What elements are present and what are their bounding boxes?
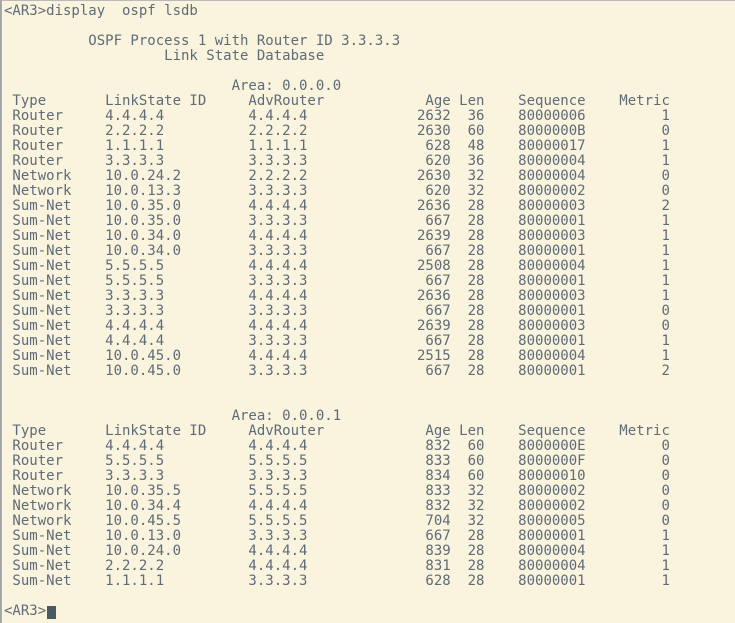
column-header: Type LinkState ID AdvRouter Age Len Sequ…: [4, 423, 670, 439]
lsdb-row: Sum-Net 10.0.34.0 3.3.3.3 667 28 8000000…: [4, 243, 670, 259]
lsdb-row: Sum-Net 5.5.5.5 3.3.3.3 667 28 80000001 …: [4, 273, 670, 289]
area-heading: Area: 0.0.0.1: [4, 408, 342, 424]
lsdb-row: Sum-Net 2.2.2.2 4.4.4.4 831 28 80000004 …: [4, 558, 670, 574]
lsdb-row: Sum-Net 10.0.13.0 3.3.3.3 667 28 8000000…: [4, 528, 670, 544]
lsdb-row: Router 5.5.5.5 5.5.5.5 833 60 8000000F 0: [4, 453, 670, 469]
ospf-process-title: OSPF Process 1 with Router ID 3.3.3.3: [4, 33, 401, 49]
lsdb-row: Network 10.0.45.5 5.5.5.5 704 32 8000000…: [4, 513, 670, 529]
lsdb-row: Router 3.3.3.3 3.3.3.3 620 36 80000004 1: [4, 153, 670, 169]
lsdb-row: Router 4.4.4.4 4.4.4.4 2632 36 80000006 …: [4, 108, 670, 124]
blank-line: [4, 19, 735, 34]
lsdb-row: Router 4.4.4.4 4.4.4.4 832 60 8000000E 0: [4, 438, 670, 454]
lsdb-row: Network 10.0.13.3 3.3.3.3 620 32 8000000…: [4, 183, 670, 199]
prompt-line: <AR3>: [4, 604, 735, 619]
prompt-label: <AR3>: [4, 603, 47, 619]
lsdb-row: Sum-Net 10.0.45.0 4.4.4.4 2515 28 800000…: [4, 348, 670, 364]
lsdb-row: Router 3.3.3.3 3.3.3.3 834 60 80000010 0: [4, 468, 670, 484]
blank-line: [4, 379, 735, 394]
lsdb-row: Sum-Net 4.4.4.4 3.3.3.3 667 28 80000001 …: [4, 333, 670, 349]
lsdb-row: Sum-Net 3.3.3.3 3.3.3.3 667 28 80000001 …: [4, 303, 670, 319]
lsdb-output: OSPF Process 1 with Router ID 3.3.3.3 Li…: [4, 19, 735, 604]
lsdb-row: Router 1.1.1.1 1.1.1.1 628 48 80000017 1: [4, 138, 670, 154]
lsdb-row: Sum-Net 4.4.4.4 4.4.4.4 2639 28 80000003…: [4, 318, 670, 334]
command-line: <AR3>display ospf lsdb: [4, 3, 198, 19]
blank-line: [4, 64, 735, 79]
area-heading: Area: 0.0.0.0: [4, 78, 342, 94]
lsdb-row: Sum-Net 10.0.34.0 4.4.4.4 2639 28 800000…: [4, 228, 670, 244]
lsdb-row: Sum-Net 1.1.1.1 3.3.3.3 628 28 80000001 …: [4, 573, 670, 589]
blank-line: [4, 394, 735, 409]
column-header: Type LinkState ID AdvRouter Age Len Sequ…: [4, 93, 670, 109]
lsdb-row: Network 10.0.24.2 2.2.2.2 2630 32 800000…: [4, 168, 670, 184]
lsdb-row: Router 2.2.2.2 2.2.2.2 2630 60 8000000B …: [4, 123, 670, 139]
lsdb-row: Network 10.0.35.5 5.5.5.5 833 32 8000000…: [4, 483, 670, 499]
lsdb-title: Link State Database: [4, 48, 325, 64]
lsdb-row: Sum-Net 5.5.5.5 4.4.4.4 2508 28 80000004…: [4, 258, 670, 274]
terminal-cursor: [47, 606, 57, 619]
lsdb-row: Sum-Net 10.0.35.0 3.3.3.3 667 28 8000000…: [4, 213, 670, 229]
blank-line: [4, 589, 735, 604]
lsdb-row: Network 10.0.34.4 4.4.4.4 832 32 8000000…: [4, 498, 670, 514]
lsdb-row: Sum-Net 10.0.35.0 4.4.4.4 2636 28 800000…: [4, 198, 670, 214]
lsdb-row: Sum-Net 3.3.3.3 4.4.4.4 2636 28 80000003…: [4, 288, 670, 304]
lsdb-row: Sum-Net 10.0.24.0 4.4.4.4 839 28 8000000…: [4, 543, 670, 559]
lsdb-row: Sum-Net 10.0.45.0 3.3.3.3 667 28 8000000…: [4, 363, 670, 379]
